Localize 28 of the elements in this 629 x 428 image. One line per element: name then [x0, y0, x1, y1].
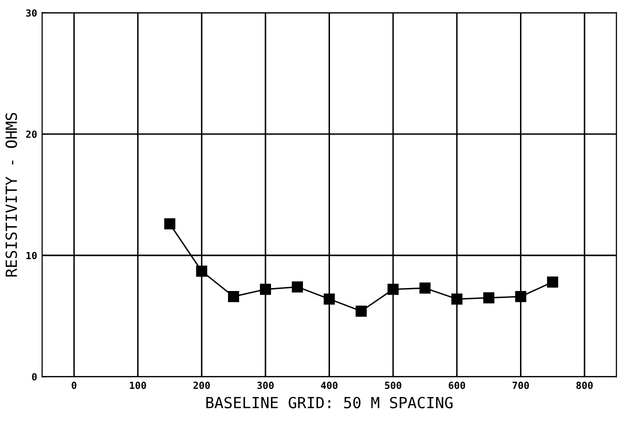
- point: [419, 282, 431, 294]
- point: [196, 266, 208, 277]
- x-tick-label: 800: [576, 382, 593, 390]
- point: [164, 218, 176, 230]
- point: [483, 292, 494, 304]
- x-tick-label: 400: [320, 382, 338, 390]
- x-tick-label: 100: [130, 382, 146, 390]
- point: [451, 293, 462, 305]
- point: [324, 293, 335, 305]
- point: [515, 291, 526, 302]
- y-tick-label: 30: [26, 9, 37, 17]
- x-tick-label: 300: [257, 382, 274, 390]
- x-tick-label: 500: [384, 382, 402, 390]
- point: [388, 284, 399, 295]
- y-axis-title: RESISTIVITY - OHMS: [6, 112, 18, 276]
- x-tick-label: 200: [193, 382, 210, 390]
- point: [356, 306, 367, 317]
- y-tick-label: 0: [32, 373, 37, 380]
- point: [260, 284, 272, 295]
- point: [547, 276, 558, 288]
- x-tick-label: 0: [72, 382, 76, 390]
- x-tick-label: 700: [512, 382, 529, 390]
- point: [292, 281, 303, 292]
- y-tick-label: 20: [26, 130, 37, 138]
- y-tick-label: 10: [26, 252, 37, 260]
- x-tick-label: 600: [448, 382, 466, 390]
- point: [228, 291, 240, 302]
- x-axis-title: BASELINE GRID: 50 M SPACING: [206, 396, 452, 408]
